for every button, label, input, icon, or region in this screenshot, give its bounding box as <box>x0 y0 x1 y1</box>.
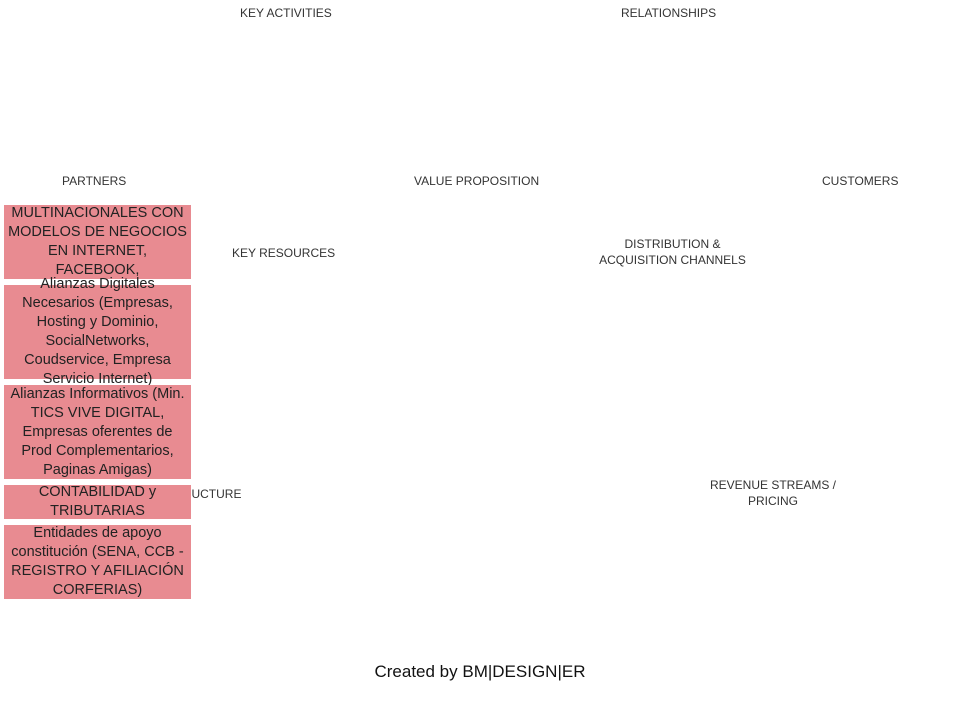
header-revenue-line1: REVENUE STREAMS / <box>709 478 837 492</box>
header-value-proposition: VALUE PROPOSITION <box>414 174 540 188</box>
header-distribution-line2: ACQUISITION CHANNELS <box>599 253 746 267</box>
partner-note-text: CONTABILIDAD y TRIBUTARIAS <box>38 484 157 519</box>
header-revenue-streams: REVENUE STREAMS / PRICING <box>700 478 846 508</box>
partner-note-text: MULTINACIONALES CON MODELOS DE NEGOCIOS … <box>8 205 187 278</box>
header-distribution-channels: DISTRIBUTION & ACQUISITION CHANNELS <box>590 237 755 267</box>
partner-note-alianzas-digitales: Alianzas Digitales Necesarios (Empresas,… <box>4 276 191 387</box>
header-distribution-line1: DISTRIBUTION & <box>624 237 721 251</box>
partner-note-text: Alianzas Digitales Necesarios (Empresas,… <box>22 276 173 387</box>
partner-note-entidades-apoyo: Entidades de apoyo constitución (SENA, C… <box>4 525 191 599</box>
header-relationships: RELATIONSHIPS <box>621 6 717 20</box>
partner-note-contabilidad: CONTABILIDAD y TRIBUTARIAS <box>4 484 191 519</box>
header-revenue-line2: PRICING <box>747 494 798 508</box>
header-partners: PARTNERS <box>62 174 127 188</box>
partner-note-text: Entidades de apoyo constitución (SENA, C… <box>11 525 184 598</box>
partner-note-multinacionales: MULTINACIONALES CON MODELOS DE NEGOCIOS … <box>4 205 191 279</box>
partner-note-alianzas-informativos: Alianzas Informativos (Min. TICS VIVE DI… <box>4 385 191 479</box>
header-customers: CUSTOMERS <box>822 174 899 188</box>
partner-note-text: Alianzas Informativos (Min. TICS VIVE DI… <box>10 385 185 478</box>
header-key-resources: KEY RESOURCES <box>232 246 336 260</box>
footer-credit: Created by BM|DESIGN|ER <box>374 662 586 681</box>
header-key-activities: KEY ACTIVITIES <box>240 6 332 20</box>
